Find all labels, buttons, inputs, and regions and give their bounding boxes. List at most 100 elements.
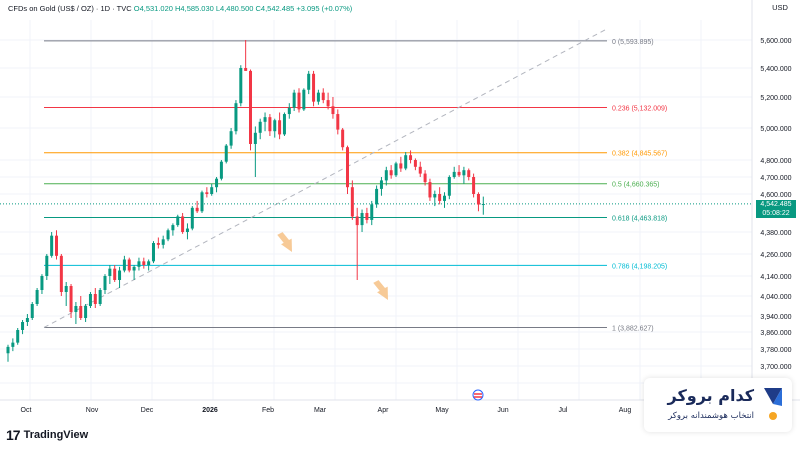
candle-body [409, 155, 413, 160]
x-axis-tick-label: Jun [497, 407, 508, 414]
candle-body [181, 216, 185, 232]
fib-level-label: 0.786 (4,198.205) [612, 263, 667, 270]
x-axis-tick-label: Jul [559, 407, 568, 414]
candle-body [171, 225, 175, 231]
candle-body [93, 294, 97, 304]
y-axis-tick-label: 3,700.000 [760, 364, 791, 371]
highlight-arrow-2 [373, 280, 388, 300]
y-axis-tick-label: 4,380.000 [760, 230, 791, 237]
candle-countdown: 05:08:22 [762, 210, 790, 217]
candle-body [316, 92, 320, 102]
candle-body [30, 304, 34, 318]
candle-body [132, 266, 136, 271]
candle-body [346, 147, 349, 188]
y-axis-tick-label: 4,140.000 [760, 274, 791, 281]
candle-body [25, 318, 29, 322]
candle-body [21, 322, 25, 330]
candle-body [205, 192, 209, 194]
candle-body [64, 286, 68, 292]
fib-trend-line [43, 28, 608, 328]
currency-label[interactable]: USD [772, 3, 788, 12]
tradingview-brand[interactable]: 17 TradingView [6, 427, 88, 443]
candle-body [404, 155, 408, 169]
candle-body [307, 73, 311, 90]
candle-body [45, 255, 49, 276]
last-price-value: 4,542.485 [760, 201, 792, 208]
fib-level-label: 1 (3,882.627) [612, 325, 654, 332]
candle-body [331, 106, 335, 115]
candle-body [462, 170, 466, 176]
candle-body [278, 120, 282, 135]
candle-body [59, 255, 63, 292]
candle-body [433, 194, 437, 198]
candle-body [229, 131, 233, 146]
candle-body [6, 346, 10, 354]
fib-level-label: 0.236 (5,132.009) [612, 106, 667, 113]
y-axis-tick-label: 5,400.000 [760, 66, 791, 73]
candle-body [292, 92, 296, 108]
ad-subtitle: انتخاب هوشمندانه بروکر [668, 411, 754, 421]
y-axis-tick-label: 3,860.000 [760, 330, 791, 337]
y-axis-tick-label: 4,700.000 [760, 175, 791, 182]
candle-body [375, 188, 379, 205]
candle-body [239, 68, 243, 104]
candle-body [210, 187, 214, 194]
candle-body [152, 243, 155, 262]
candle-body [69, 286, 73, 312]
candle-body [142, 261, 146, 265]
candle-body [234, 103, 238, 132]
candle-body [166, 230, 170, 240]
candle-body [452, 171, 456, 177]
highlight-arrow-1 [277, 232, 292, 252]
candle-body [55, 235, 58, 256]
y-axis-tick-label: 3,780.000 [760, 347, 791, 354]
candle-body [249, 70, 252, 144]
candle-body [302, 89, 306, 110]
candle-body [185, 228, 189, 232]
symbol-title: CFDs on Gold (US$ / OZ) · 1D · TVC [8, 4, 132, 13]
candle-body [224, 145, 228, 162]
candle-body [476, 194, 480, 205]
candle-body [79, 306, 83, 318]
candle-body [443, 195, 446, 201]
candle-body [287, 107, 291, 115]
candle-body [113, 268, 117, 280]
candle-body [88, 294, 92, 306]
x-axis-tick-label: Nov [86, 407, 99, 414]
y-axis-tick-label: 5,600.000 [760, 38, 791, 45]
candle-body [215, 178, 219, 188]
fib-level-label: 0.382 (4,845.567) [612, 151, 667, 158]
candle-body [74, 306, 78, 312]
candle-body [268, 117, 272, 132]
ad-title: کدام بروکر [667, 386, 755, 405]
candle-body [200, 192, 204, 212]
candle-body [258, 121, 262, 133]
candle-body [156, 243, 160, 245]
candle-body [137, 261, 141, 267]
ohlc-values: O4,531.020 H4,585.030 L4,480.500 C4,542.… [133, 4, 353, 13]
candle-body [84, 306, 88, 318]
candle-body [438, 194, 442, 201]
candle-body [40, 276, 44, 290]
candle-body [355, 216, 359, 226]
candle-body [176, 216, 180, 226]
candle-body [103, 276, 107, 290]
candle-body [467, 170, 471, 177]
candle-body [350, 187, 354, 217]
candle-body [16, 330, 20, 343]
candle-body [312, 73, 316, 102]
candle-body [108, 268, 112, 276]
candle-body [253, 132, 257, 144]
broker-ad-badge[interactable]: کدام بروکر انتخاب هوشمندانه بروکر [644, 378, 792, 432]
y-axis-tick-label: 5,000.000 [760, 126, 791, 133]
candle-body [389, 170, 393, 176]
symbol-header[interactable]: CFDs on Gold (US$ / OZ) · 1D · TVC O4,53… [8, 4, 352, 13]
candle-body [341, 129, 345, 148]
candle-body [219, 161, 223, 179]
y-axis-tick-label: 4,800.000 [760, 158, 791, 165]
candle-body [50, 235, 54, 256]
candle-body [98, 290, 102, 304]
candle-body [472, 177, 476, 194]
